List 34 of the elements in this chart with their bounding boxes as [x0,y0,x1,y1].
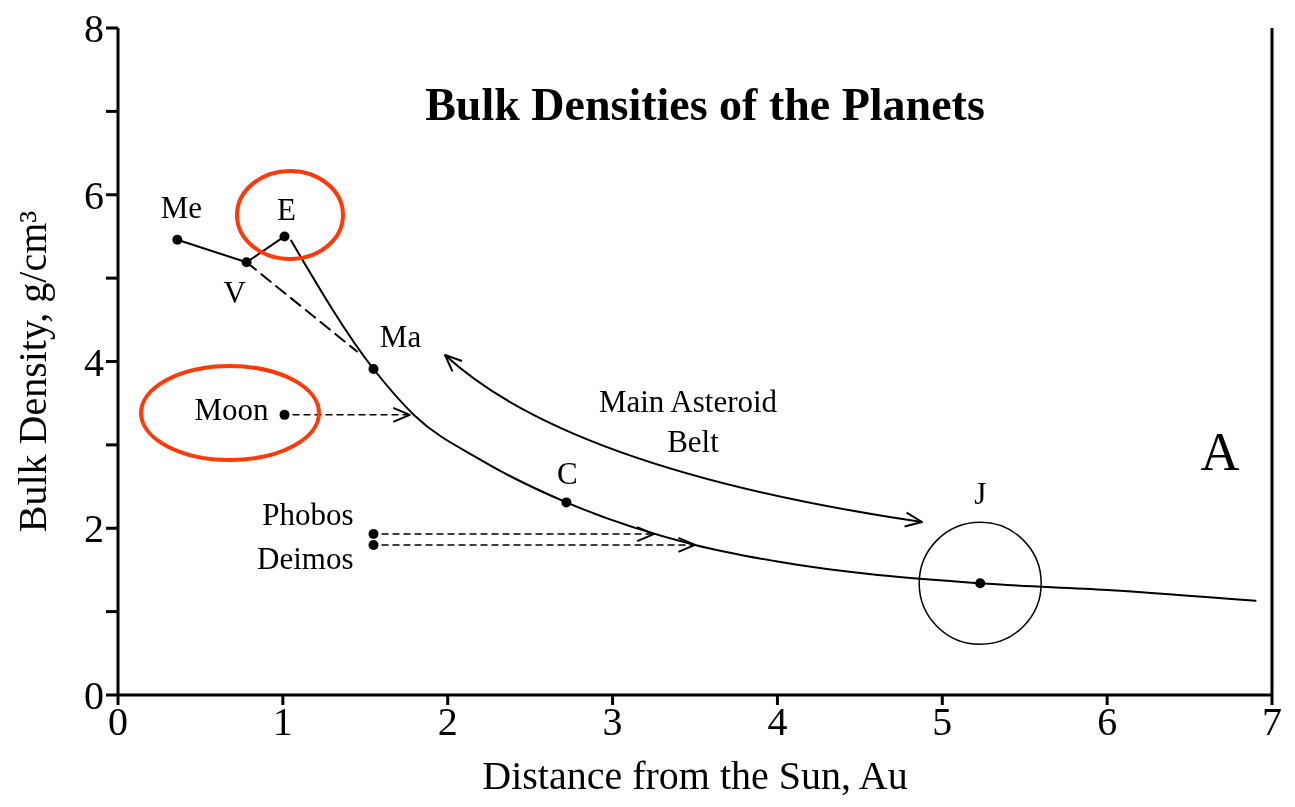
x-tick-label: 2 [437,699,458,745]
y-tick-label: 2 [84,506,104,552]
annotation: Main Asteroid Belt [598,384,778,460]
annotation: Phobos [262,497,354,533]
x-tick-label: 6 [1097,699,1118,745]
annotation: V [223,275,247,311]
point [368,539,379,550]
annotation: Deimos [257,541,354,577]
x-tick-label: 1 [272,699,293,745]
x-tick-label: 7 [1262,699,1282,745]
annotation: A [1200,422,1240,483]
point [279,409,290,420]
point [279,231,290,242]
annotation: Moon [194,391,269,427]
point [561,497,572,508]
annotation: Me [160,189,203,225]
y-axis-title: Bulk Density, g/cm³ [10,210,56,533]
point [172,234,183,245]
point [368,529,379,540]
point [368,364,379,374]
y-tick-label: 6 [84,172,104,218]
x-tick-label: 3 [602,699,623,745]
annotation: Ma [379,319,422,355]
x-tick-label: 4 [767,699,788,745]
annotation: J [974,476,987,512]
annotation: C [557,455,578,491]
point [975,578,986,589]
y-tick-label: 4 [84,339,104,385]
point [241,257,252,268]
x-tick-label: 5 [932,699,953,745]
y-tick-label: 8 [84,6,104,52]
annotation: E [277,191,296,227]
text: Bulk Densities of the Planets [425,79,985,130]
x-axis-title: Distance from the Sun, Au [482,753,908,798]
